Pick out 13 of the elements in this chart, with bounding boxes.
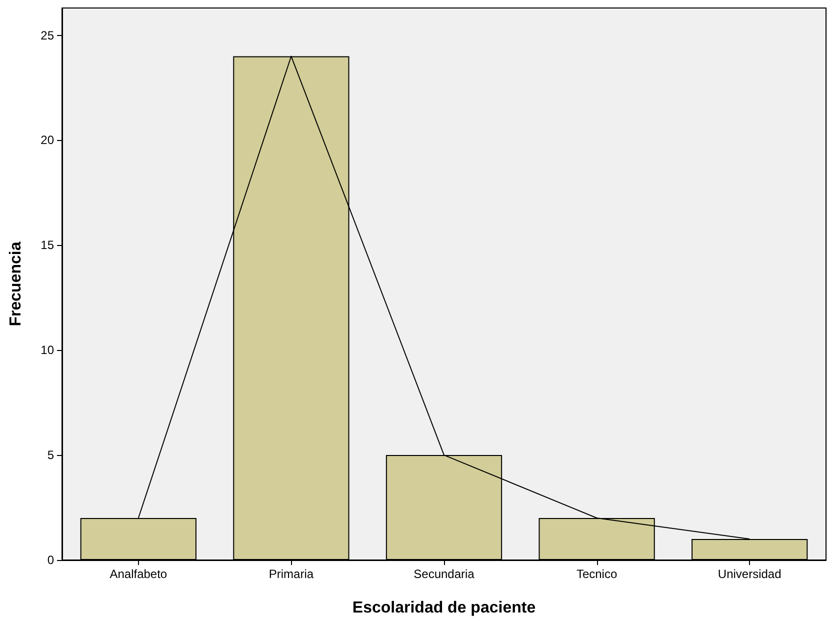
x-tick-label: Universidad: [718, 567, 782, 581]
y-axis-title: Frecuencia: [8, 242, 24, 326]
x-tick-label: Tecnico: [576, 567, 618, 581]
y-tick-label: 20: [40, 133, 54, 148]
x-axis-title: Escolaridad de paciente: [352, 600, 536, 616]
y-tick-label: 5: [47, 448, 54, 462]
y-tick-label: 15: [40, 238, 54, 252]
y-tick-label: 0: [47, 553, 54, 567]
y-tick-label: 25: [40, 28, 54, 42]
x-tick-label: Primaria: [268, 567, 314, 581]
y-tick-label: 10: [40, 343, 54, 358]
x-tick-label: Analfabeto: [110, 567, 168, 581]
x-tick-label: Secundaria: [414, 567, 475, 581]
